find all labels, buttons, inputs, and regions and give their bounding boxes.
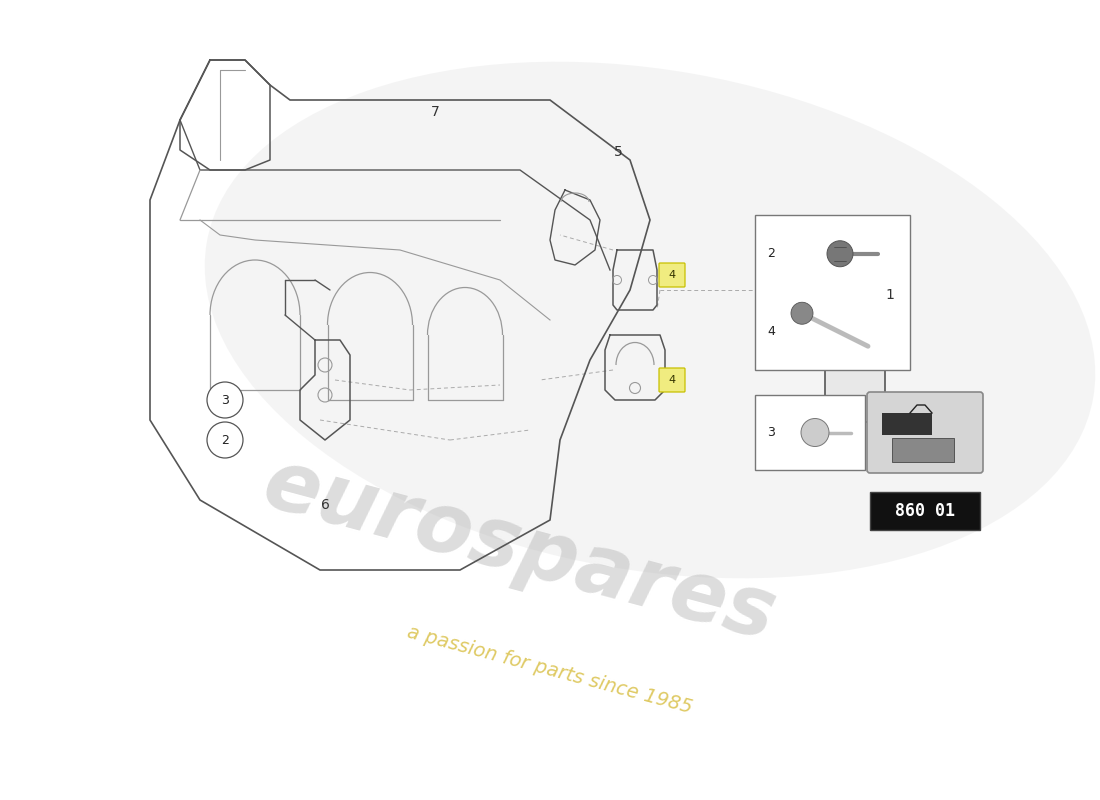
Text: 1: 1 — [886, 288, 894, 302]
Text: 4: 4 — [767, 325, 774, 338]
Text: 3: 3 — [767, 426, 774, 439]
Circle shape — [791, 302, 813, 324]
Text: 2: 2 — [767, 247, 774, 260]
Text: 860 01: 860 01 — [895, 502, 955, 520]
Text: 4: 4 — [669, 375, 675, 385]
Circle shape — [207, 382, 243, 418]
FancyBboxPatch shape — [825, 263, 886, 422]
FancyBboxPatch shape — [659, 263, 685, 287]
Text: 7: 7 — [430, 105, 439, 119]
Text: 6: 6 — [320, 498, 329, 512]
FancyBboxPatch shape — [892, 438, 954, 462]
Text: a passion for parts since 1985: a passion for parts since 1985 — [405, 622, 695, 718]
FancyBboxPatch shape — [755, 395, 865, 470]
Text: 5: 5 — [614, 145, 623, 159]
Circle shape — [207, 422, 243, 458]
FancyBboxPatch shape — [870, 492, 980, 530]
FancyBboxPatch shape — [882, 413, 932, 435]
FancyBboxPatch shape — [659, 368, 685, 392]
Text: 3: 3 — [221, 394, 229, 406]
Text: eurospares: eurospares — [255, 442, 785, 658]
FancyBboxPatch shape — [867, 392, 983, 473]
Circle shape — [801, 418, 829, 446]
Text: 4: 4 — [669, 270, 675, 280]
Circle shape — [827, 241, 853, 266]
FancyBboxPatch shape — [755, 215, 910, 370]
Text: 2: 2 — [221, 434, 229, 446]
Ellipse shape — [205, 62, 1096, 578]
